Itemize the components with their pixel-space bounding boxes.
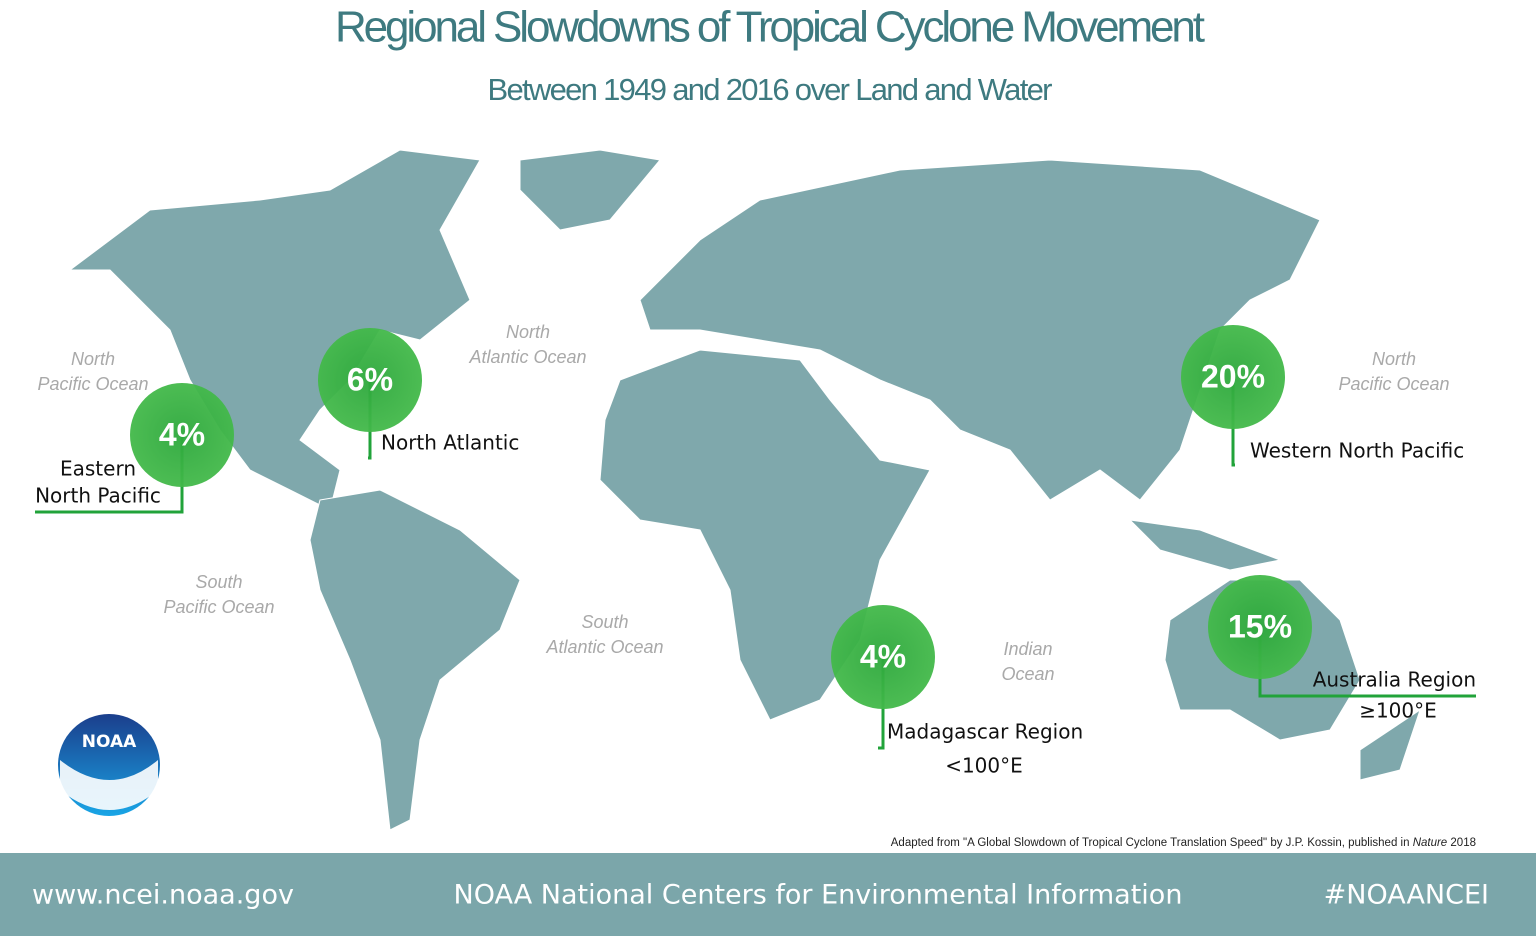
region-label: <100°E <box>945 754 1023 778</box>
source-text: Adapted from "A Global Slowdown of Tropi… <box>891 837 1413 849</box>
region-value: 4% <box>159 416 205 452</box>
region-label: ≥100°E <box>1359 699 1437 723</box>
footer-url: www.ncei.noaa.gov <box>32 880 294 911</box>
region: 20% Western North Pacific <box>1181 325 1464 467</box>
ocean-label: South <box>581 612 628 632</box>
source-year: 2018 <box>1447 837 1476 849</box>
ocean-label: Ocean <box>1001 664 1054 684</box>
region-label: Western North Pacific <box>1250 439 1464 463</box>
region-circle <box>831 605 935 709</box>
region-label: North Pacific <box>35 484 161 508</box>
region-circle <box>318 328 422 432</box>
ocean-label: North <box>506 322 550 342</box>
source-journal: Nature <box>1413 837 1448 849</box>
ocean-label: Atlantic Ocean <box>545 637 663 657</box>
ocean-label: North <box>71 349 115 369</box>
region-circle <box>130 383 234 487</box>
world-map <box>68 149 1421 831</box>
noaa-logo: NOAA <box>58 714 160 816</box>
footer-org: NOAA National Centers for Environmental … <box>454 880 1183 911</box>
subtitle: Between 1949 and 2016 over Land and Wate… <box>488 72 1053 107</box>
region: 4% Madagascar Region <100°E <box>831 605 1083 778</box>
region-value: 20% <box>1201 358 1265 394</box>
region-label: North Atlantic <box>381 431 519 455</box>
source-note: Adapted from "A Global Slowdown of Tropi… <box>891 837 1476 849</box>
region: 4% Eastern North Pacific <box>35 383 234 514</box>
ocean-label: North <box>1372 349 1416 369</box>
footer-band <box>0 853 1536 936</box>
ocean-label: Atlantic Ocean <box>468 347 586 367</box>
region-circle <box>1181 325 1285 429</box>
ocean-label: Pacific Ocean <box>37 374 148 394</box>
region-value: 4% <box>860 638 906 674</box>
title: Regional Slowdowns of Tropical Cyclone M… <box>335 3 1205 52</box>
region: 15% Australia Region ≥100°E <box>1208 575 1476 723</box>
region: 6% North Atlantic <box>318 328 519 460</box>
region-label: Eastern <box>60 457 136 481</box>
ocean-label: Pacific Ocean <box>1338 374 1449 394</box>
footer-hashtag: #NOAANCEI <box>1324 880 1489 911</box>
ocean-label: Indian <box>1003 639 1052 659</box>
region-label: Madagascar Region <box>887 720 1083 744</box>
ocean-label: Pacific Ocean <box>163 597 274 617</box>
region-label: Australia Region <box>1313 668 1476 692</box>
region-value: 15% <box>1228 608 1292 644</box>
region-value: 6% <box>347 361 393 397</box>
region-circle <box>1208 575 1312 679</box>
logo-text: NOAA <box>82 732 137 752</box>
ocean-label: South <box>195 572 242 592</box>
